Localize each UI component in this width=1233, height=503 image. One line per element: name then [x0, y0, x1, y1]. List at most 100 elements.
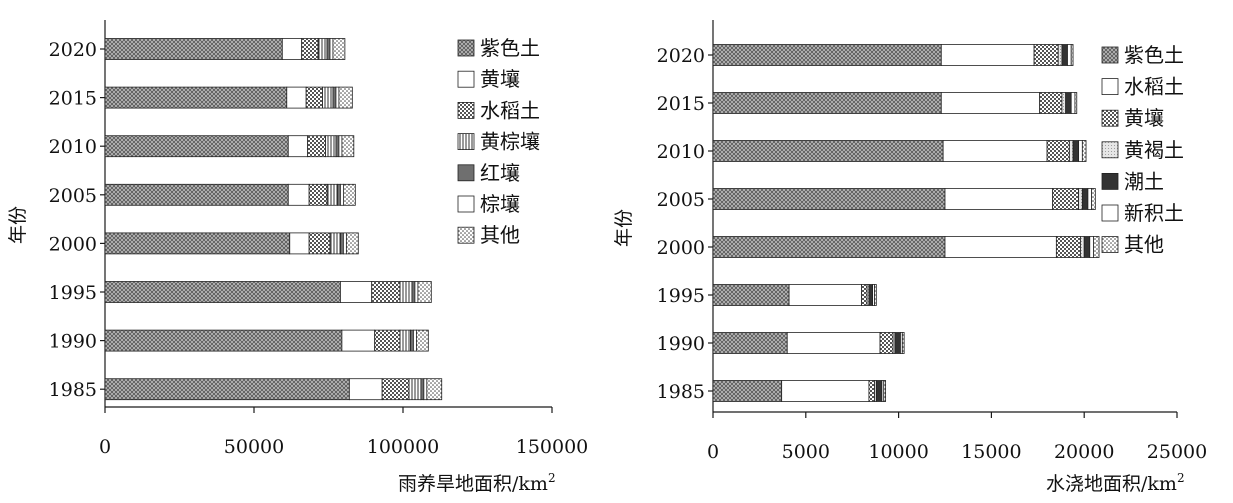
left-bar-2000-series-6 [345, 232, 359, 255]
left-bar-1985-series-5 [423, 378, 428, 401]
right-bar-2015-series-0 [712, 92, 942, 114]
right-legend-swatch-6 [1101, 236, 1119, 254]
right-y-tick-label: 2020 [657, 45, 705, 67]
left-bar-2010-series-6 [341, 135, 355, 158]
left-legend-label-3: 黄棕壤 [480, 130, 540, 154]
right-y-tick-label: 1995 [657, 285, 705, 307]
left-bar-1985-series-4 [420, 378, 425, 401]
left-legend-label-2: 水稻土 [480, 98, 540, 122]
right-bar-2005-series-0 [712, 188, 946, 210]
right-bar-2020-series-5 [1067, 44, 1072, 66]
left-x-tick-label: 50000 [224, 436, 284, 458]
left-x-tick-label: 100000 [367, 436, 440, 458]
right-bar-2005-series-2 [1052, 188, 1080, 210]
left-bar-2000-series-0 [104, 232, 291, 255]
right-x-tick-label: 10000 [868, 441, 928, 463]
right-bar-2010-series-0 [712, 140, 944, 162]
right-bar-2015-series-1 [940, 92, 1041, 114]
right-x-tick-label: 20000 [1054, 441, 1114, 463]
right-bar-1985-series-4 [875, 380, 883, 402]
left-bar-1995-series-6 [417, 281, 432, 303]
left-bar-2010-series-1 [287, 135, 309, 158]
left-bar-2015-series-4 [332, 86, 337, 109]
left-bar-2015-series-6 [338, 86, 353, 109]
right-y-tick-label: 2000 [657, 237, 705, 259]
left-x-axis-title: 雨养旱地面积/km2 [398, 471, 556, 495]
left-y-axis-title: 年份 [7, 206, 29, 244]
right-bar-2010-series-6 [1081, 140, 1087, 162]
right-bar-2010-series-1 [942, 140, 1048, 162]
right-bar-1995-series-6 [874, 284, 877, 306]
right-bar-2020-series-6 [1070, 44, 1074, 66]
left-bar-2005-series-5 [340, 183, 344, 206]
right-bar-1995-series-0 [712, 284, 790, 306]
right-bar-2005-series-1 [944, 188, 1054, 210]
right-x-tick-label: 25000 [1147, 441, 1207, 463]
left-x-axis-title-sup: 2 [548, 471, 556, 485]
left-y-tick-label: 2015 [49, 88, 97, 110]
right-bar-1985-series-2 [868, 380, 875, 402]
left-bar-1995-series-2 [371, 281, 401, 303]
right-bar-2000-series-3 [1080, 236, 1085, 258]
right-legend-swatch-5 [1101, 204, 1119, 222]
left-bar-2015-series-2 [305, 86, 323, 109]
right-bar-1985-series-6 [883, 380, 887, 402]
left-legend-label-4: 红壤 [480, 161, 520, 185]
left-y-tick-label: 2010 [49, 136, 97, 158]
left-y-tick-label: 1990 [49, 331, 97, 353]
left-bar-2005-series-3 [326, 183, 338, 206]
right-bar-1995-series-2 [861, 284, 868, 306]
left-y-tick-label: 2020 [49, 39, 97, 61]
right-bar-2015-series-4 [1065, 92, 1072, 114]
left-legend-label-1: 黄壤 [480, 67, 520, 91]
right-legend-swatch-0 [1101, 46, 1119, 64]
left-bar-1995-series-0 [104, 281, 341, 303]
right-bar-2015-series-6 [1074, 92, 1078, 114]
right-legend-swatch-1 [1101, 78, 1119, 95]
left-y-tick-label: 2000 [49, 233, 97, 255]
left-bar-1985-series-6 [426, 378, 443, 401]
irrigated-chart: 年份 水浇地面积/km2 0 5000 10000 15000 20000 25000 19… [613, 20, 1207, 495]
right-bar-2000-series-6 [1093, 236, 1100, 258]
left-bar-1990-series-1 [341, 329, 376, 352]
right-legend-label-0: 紫色土 [1124, 43, 1184, 67]
right-y-tick-label: 2015 [657, 93, 705, 115]
right-x-axis-title-sup: 2 [1177, 471, 1185, 485]
right-x-axis-title-text: 水浇地面积/km [1046, 473, 1177, 495]
right-y-axis-title: 年份 [613, 209, 635, 247]
right-bar-2000-series-5 [1089, 236, 1094, 258]
left-bar-1995-series-4 [411, 281, 416, 303]
left-bar-2015-series-5 [335, 86, 340, 109]
left-y-tick-label: 1985 [49, 379, 97, 401]
left-bar-2015-series-1 [286, 86, 307, 109]
left-bar-2020-series-1 [281, 38, 303, 60]
right-bar-1995-series-1 [788, 284, 862, 306]
right-legend-label-3: 黄褐土 [1124, 138, 1184, 162]
right-bar-2020-series-1 [940, 44, 1035, 66]
left-bar-2000-series-3 [329, 232, 341, 255]
right-bar-2000-series-1 [944, 236, 1057, 258]
right-bar-2005-series-3 [1078, 188, 1083, 210]
right-x-tick-label: 5000 [782, 441, 830, 463]
left-y-tick-label: 1995 [49, 282, 97, 304]
right-bar-1985-series-0 [712, 380, 783, 402]
left-bar-2000-series-1 [289, 232, 310, 255]
left-bar-2000-series-2 [308, 232, 331, 255]
right-x-tick-label: 15000 [961, 441, 1021, 463]
right-bar-2005-series-6 [1091, 188, 1096, 210]
right-bar-1985-series-1 [781, 380, 870, 402]
right-legend-swatch-2 [1101, 109, 1119, 127]
left-bar-2010-series-3 [325, 135, 337, 158]
right-bar-2020-series-3 [1057, 44, 1063, 66]
left-bar-2020-series-2 [301, 38, 319, 60]
left-bar-2010-series-2 [307, 135, 326, 158]
left-bar-2005-series-1 [287, 183, 310, 206]
right-bar-2010-series-5 [1078, 140, 1083, 162]
right-bar-1990-series-1 [786, 332, 881, 354]
left-bar-2005-series-0 [104, 183, 289, 206]
left-bar-2010-series-4 [335, 135, 340, 158]
left-bar-1985-series-3 [408, 378, 422, 401]
right-bar-2015-series-2 [1039, 92, 1063, 114]
right-bar-2000-series-2 [1055, 236, 1081, 258]
